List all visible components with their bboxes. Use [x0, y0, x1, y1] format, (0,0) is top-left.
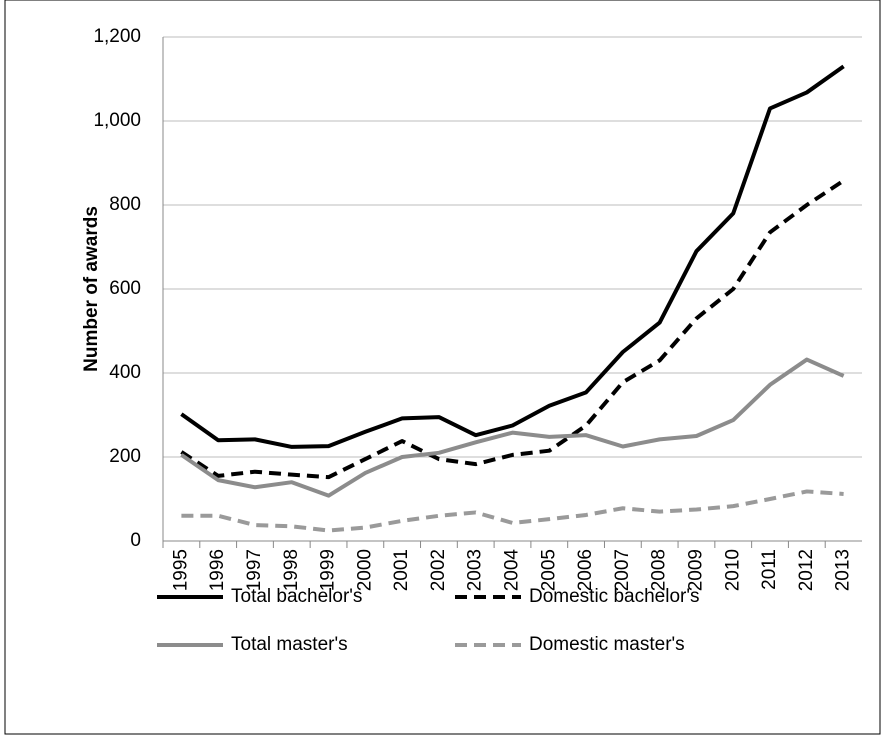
x-tick-label: 2010 — [722, 549, 743, 591]
x-tick-label: 2012 — [796, 549, 817, 591]
series-line — [180, 178, 845, 480]
x-tick-label: 1997 — [244, 549, 265, 591]
x-tick-label: 2011 — [759, 549, 780, 590]
legend-label: Total bachelor's — [231, 586, 362, 607]
y-axis-label: Number of awards — [81, 206, 102, 372]
x-tick-label: 2009 — [685, 549, 706, 591]
x-tick-label: 2004 — [502, 549, 523, 592]
x-tick-label: 1996 — [207, 549, 228, 591]
x-tick-label: 2000 — [354, 549, 375, 591]
y-tick-label: 1,200 — [93, 26, 141, 47]
y-tick-label: 800 — [109, 194, 141, 215]
x-tick-label: 2013 — [833, 549, 854, 591]
legend-label: Total master's — [231, 634, 348, 655]
x-tick-label: 2007 — [612, 549, 633, 591]
y-tick-label: 400 — [109, 362, 141, 383]
x-tick-label: 2008 — [649, 549, 670, 591]
x-tick-label: 2001 — [391, 549, 412, 591]
x-tick-label: 2006 — [575, 549, 596, 591]
series-line — [180, 357, 845, 498]
y-tick-label: 1,000 — [93, 110, 141, 131]
x-tick-label: 2002 — [428, 549, 449, 591]
x-tick-label: 2005 — [538, 549, 559, 591]
legend-label: Domestic master's — [529, 634, 685, 655]
frame — [4, 0, 881, 735]
y-tick-label: 0 — [130, 530, 141, 551]
y-tick-label: 600 — [109, 278, 141, 299]
series-line — [181, 489, 844, 533]
x-tick-label: 1998 — [281, 549, 302, 591]
x-tick-label: 1999 — [318, 549, 339, 591]
legend-label: Domestic bachelor's — [529, 586, 699, 607]
x-tick-label: 2003 — [465, 549, 486, 591]
y-tick-label: 200 — [109, 446, 141, 467]
x-tick-label: 1995 — [170, 549, 191, 591]
series-line — [180, 64, 845, 449]
